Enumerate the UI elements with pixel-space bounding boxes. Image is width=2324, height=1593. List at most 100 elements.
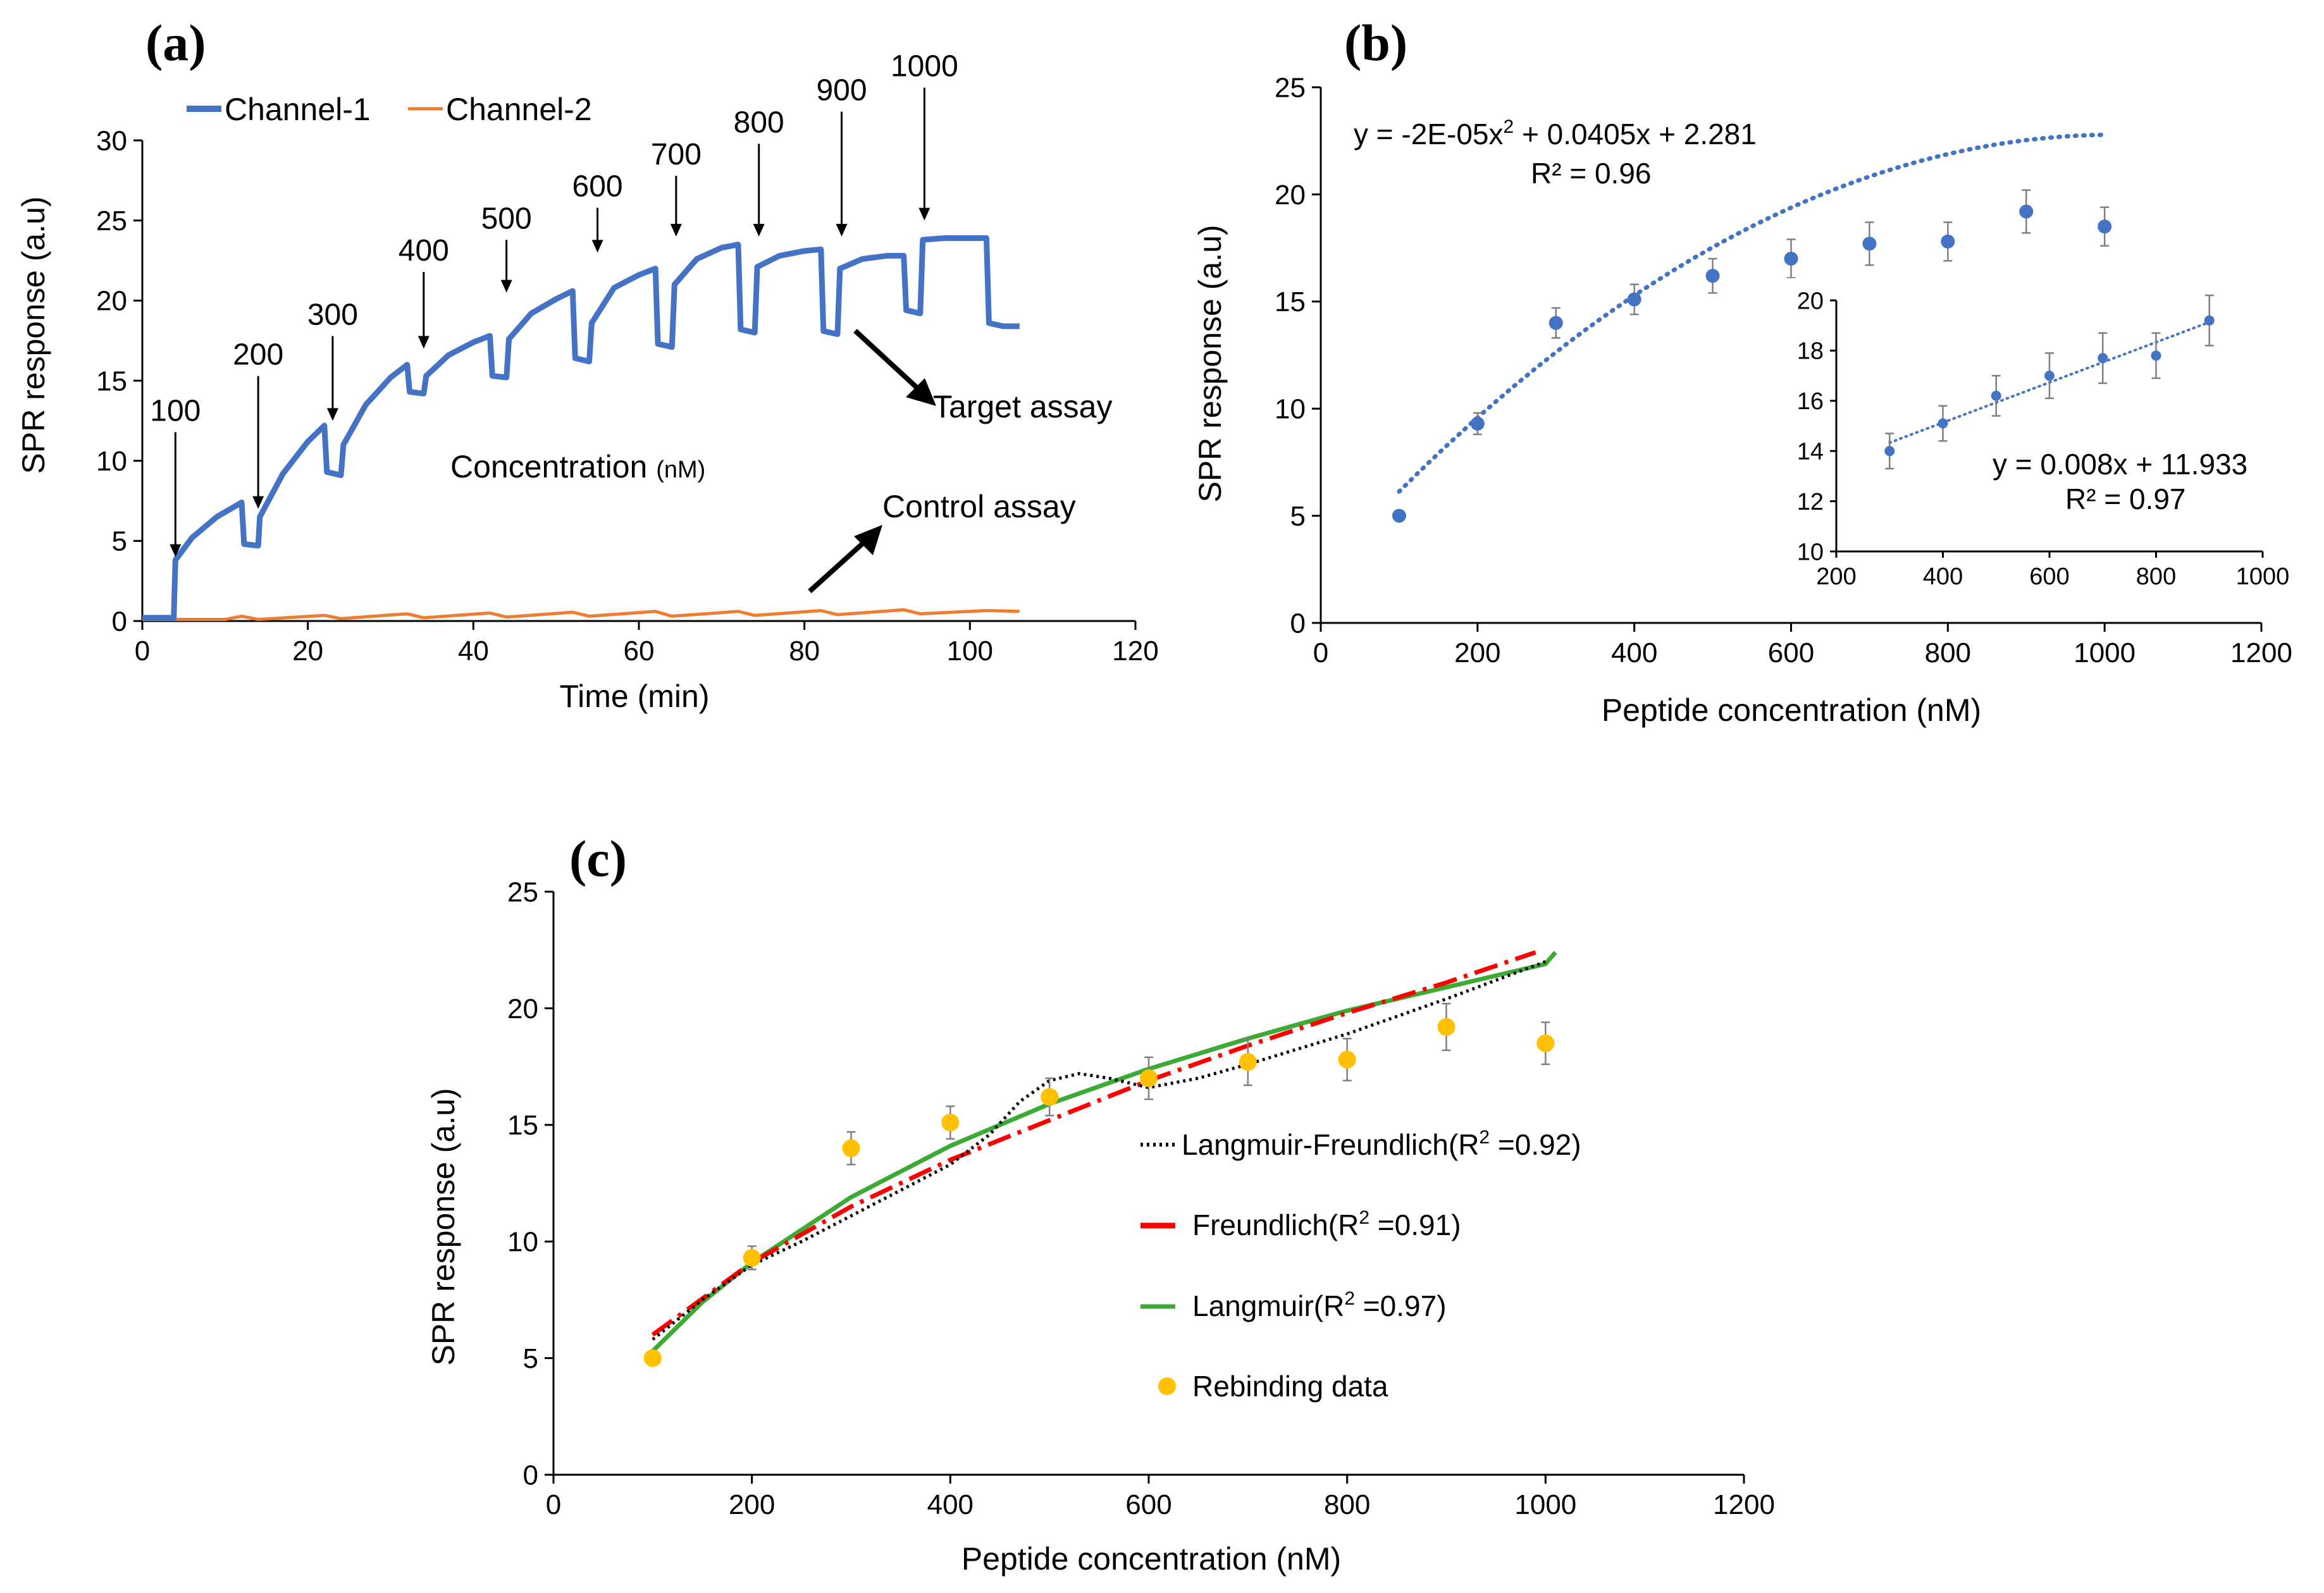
legend-label-channel-2: Channel-2 [446,92,592,127]
panel-a-x-tick-label: 40 [458,636,489,667]
injection-label: 600 [572,170,623,204]
injection-arrow-head [753,224,765,237]
panel-b-data-point [1941,234,1955,249]
panel-a-x-tick-label: 120 [1112,636,1158,667]
injection-arrow-head [500,280,512,293]
panel-c-points [643,1002,1555,1367]
panel-c-x-tick-label: 800 [1324,1489,1370,1520]
inset-x-tick-label: 600 [2029,563,2069,590]
panel-c-xlabel: Peptide concentration (nM) [961,1541,1341,1577]
legend-label-channel-1: Channel-1 [225,92,371,127]
panel-c-axes: 0 200 400 600 800 1000 1200 0 5 10 15 20 25 [507,876,1775,1520]
panel-a-x-tick-label: 60 [624,636,655,667]
panel-b-ylabel: SPR response (a.u) [1192,224,1228,502]
freundlich-curve [651,950,1536,1337]
panel-c-data-point [1239,1053,1257,1071]
panel-b-inset: 200 400 600 800 1000 10 12 14 16 18 20 y = 0.008x … [1746,278,2302,590]
panel-b-x-tick-label: 1000 [2074,637,2135,668]
panel-c-y-tick-label: 5 [523,1343,538,1374]
target-arrow-head [906,378,936,406]
panel-a-ylabel: SPR response (a.u) [16,196,51,474]
panel-b-data-point [1627,292,1641,307]
panel-b-y-tick-label: 10 [1275,394,1306,425]
legend-label-rebinding: Rebinding data [1192,1370,1388,1403]
panel-c-data-point [842,1139,860,1157]
panel-b-label: (b) [1344,14,1407,71]
panel-b-data-point [2019,204,2034,219]
panel-c-data-point [1140,1069,1158,1088]
inset-data-point [2204,315,2215,326]
panel-b-equation: y = -2E-05x2 + 0.0405x + 2.281 [1354,116,1757,151]
panel-c-x-tick-label: 1000 [1514,1489,1576,1520]
inset-y-tick-label: 16 [1797,388,1824,415]
channel-2-line [142,608,1020,621]
injection-label: 500 [481,202,532,235]
legend-label-langmuir: Langmuir(R2 =0.97) [1192,1288,1447,1322]
panel-a-y-tick-label: 25 [96,206,127,237]
panel-b-data-point [1548,316,1563,330]
panel-c-label: (c) [569,830,627,887]
inset-equation: y = 0.008x + 11.933 [1993,448,2247,481]
inset-y-tick-label: 18 [1797,338,1824,365]
panel-a-label: (a) [145,14,206,71]
panel-c-y-tick-label: 0 [523,1460,538,1491]
injection-label: 300 [307,298,358,331]
panel-a-series [142,235,1020,621]
inset-r2: R² = 0.97 [2065,483,2186,515]
panel-a-x-tick-label: 80 [789,636,820,667]
panel-a-y-tick-label: 5 [112,526,127,557]
injection-label: 900 [816,74,867,108]
injection-label: 1000 [891,50,958,83]
panel-c-data-point [1338,1050,1356,1069]
inset-x-tick-label: 200 [1816,563,1856,590]
panel-c-y-tick-label: 20 [507,993,538,1024]
injection-arrow-head [670,224,682,237]
control-arrow-head [854,525,882,555]
panel-a: (a) Channel-1 Channel-2 SPR response (a.… [16,14,1159,714]
panel-c-y-tick-label: 15 [507,1110,538,1141]
panel-a-axes: 0 20 40 60 80 100 120 0 5 10 15 20 25 30 [96,125,1159,667]
panel-b-data-point [1470,416,1485,431]
inset-data-point [1991,390,2001,401]
panel-b-data-point [1392,508,1406,523]
injection-arrow-head [326,408,338,421]
injection-arrow-head [252,496,264,509]
panel-c: (c) SPR response (a.u) Peptide concentra… [426,830,1775,1577]
injection-label: 400 [399,234,449,268]
control-assay-label: Control assay [882,489,1076,524]
panel-b-y-tick-label: 25 [1275,72,1306,103]
panel-b-data-point [1705,269,1720,283]
injection-arrow-head [918,207,930,221]
inset-x-tick-label: 1000 [2236,563,2290,590]
panel-b-y-tick-label: 0 [1290,608,1306,639]
panel-b-points [1392,189,2112,523]
panel-c-y-tick-label: 10 [507,1227,538,1258]
panel-a-y-tick-label: 20 [96,286,127,317]
panel-c-ylabel: SPR response (a.u) [426,1088,461,1365]
panel-b-data-point [2098,219,2112,234]
panel-c-x-tick-label: 200 [729,1489,775,1520]
target-arrow-shaft [853,329,922,393]
panel-b-x-tick-label: 800 [1925,637,1971,668]
injection-label: 700 [651,138,702,171]
panel-a-xlabel: Time (min) [559,679,709,714]
panel-c-legend: Langmuir-Freundlich(R2 =0.92) Freundlich… [1140,1127,1581,1403]
control-arrow-shaft [808,537,870,593]
panel-b-x-tick-label: 600 [1768,637,1814,668]
panel-b-x-tick-label: 0 [1313,637,1328,668]
panel-a-y-tick-label: 0 [112,606,127,637]
injection-arrow-head [591,240,603,253]
panel-c-curves [651,950,1557,1353]
panel-c-x-tick-label: 400 [927,1489,973,1520]
panel-c-y-tick-label: 25 [507,876,538,907]
injection-label: 800 [734,106,784,139]
channel-1-line [142,235,1020,621]
inset-data-point [2151,350,2161,361]
panel-c-data-point [1041,1088,1059,1106]
panel-c-x-tick-label: 600 [1125,1489,1171,1520]
panel-b-fit [1397,132,2107,494]
panel-b-x-tick-label: 400 [1611,637,1657,668]
panel-b-data-point [1862,237,1877,251]
panel-b-r2: R² = 0.96 [1531,157,1652,190]
